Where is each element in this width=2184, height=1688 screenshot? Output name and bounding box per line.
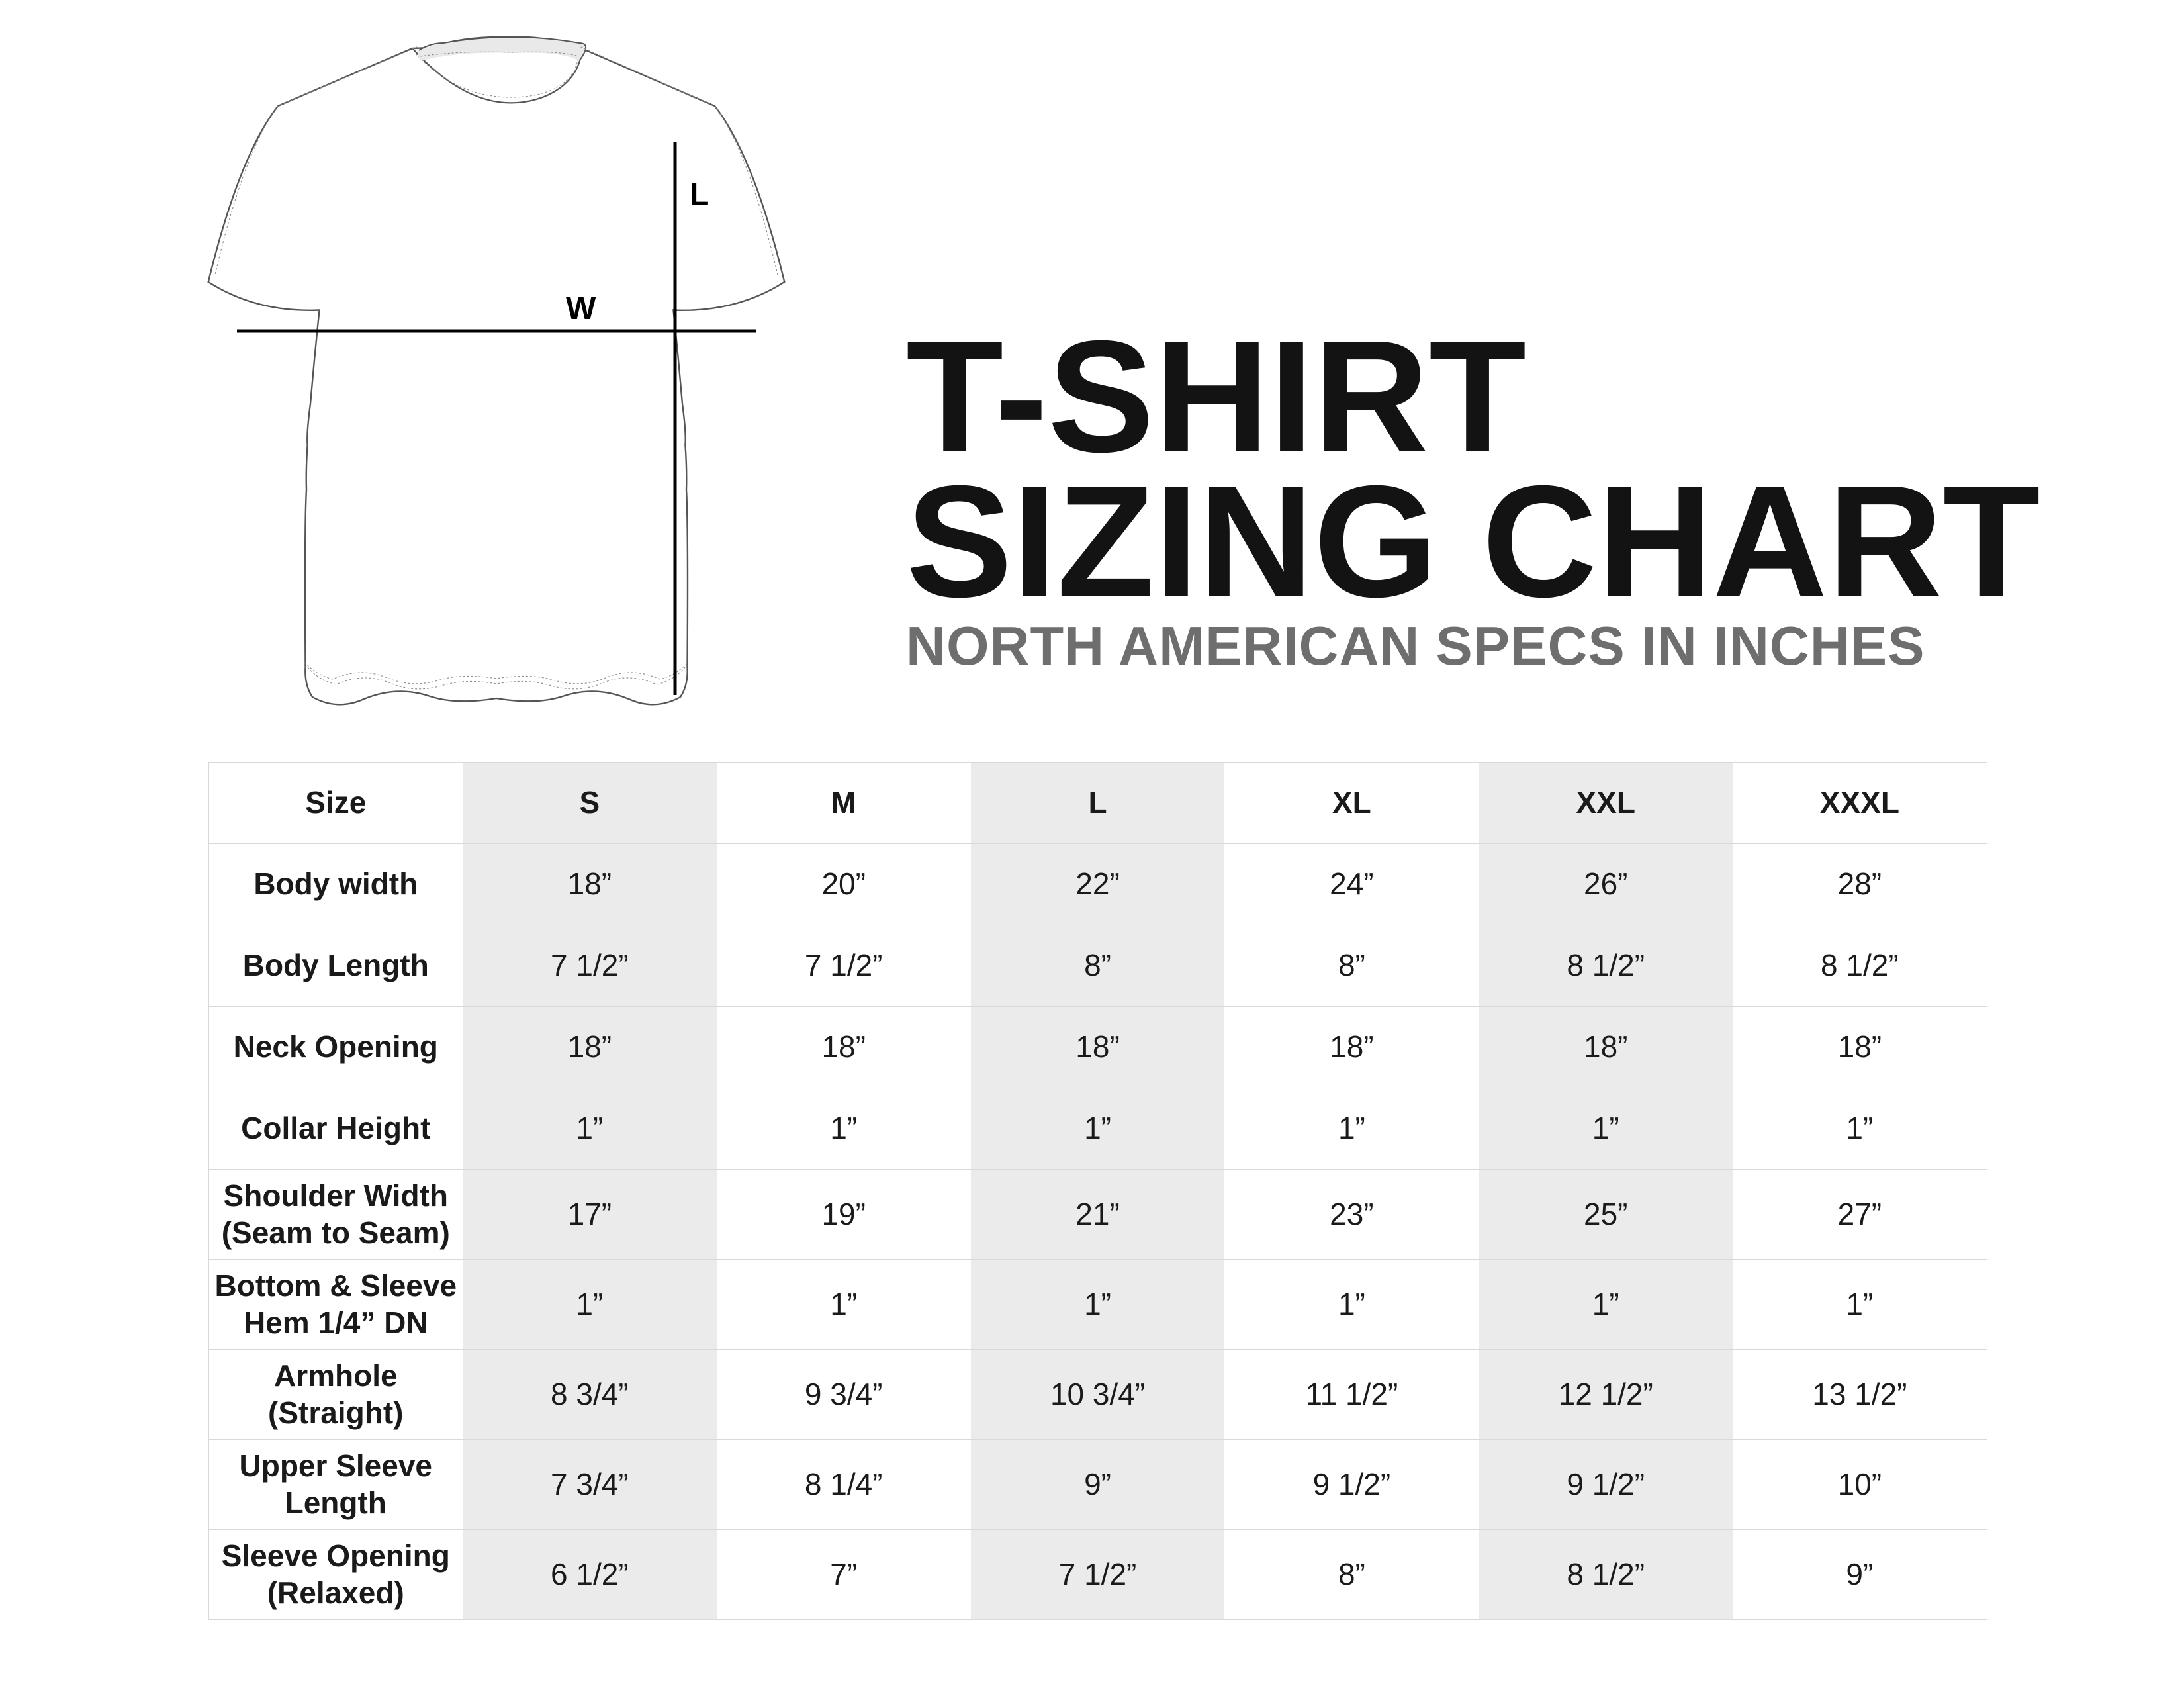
svg-text:W: W: [566, 291, 596, 326]
svg-text:L: L: [690, 177, 709, 212]
